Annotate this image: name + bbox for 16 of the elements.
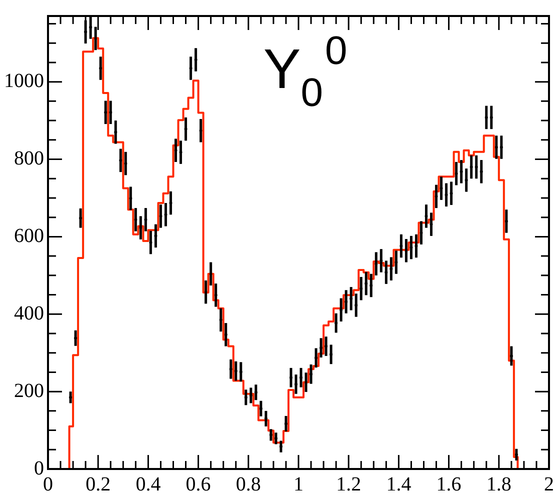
x-tick-label: 0.6 [186, 473, 211, 496]
y-tick-label: 200 [14, 380, 44, 402]
y-tick-label: 800 [14, 148, 44, 170]
x-tick-label: 1.4 [386, 473, 412, 496]
y-tick-label: 0 [34, 457, 44, 480]
y-tick-label: 1000 [4, 70, 44, 92]
x-tick-label: 0.4 [136, 473, 161, 496]
x-tick-label: 1.6 [436, 473, 462, 496]
y-tick-label: 400 [14, 302, 44, 324]
x-tick-label: 1.8 [486, 473, 512, 496]
x-tick-label: 0.2 [86, 473, 111, 496]
x-tick-label: 1 [294, 473, 304, 496]
x-tick-label: 0.8 [236, 473, 261, 496]
x-tick-label: 2 [544, 473, 554, 496]
y-tick-label: 600 [14, 224, 44, 247]
x-tick-label: 1.2 [336, 473, 362, 496]
